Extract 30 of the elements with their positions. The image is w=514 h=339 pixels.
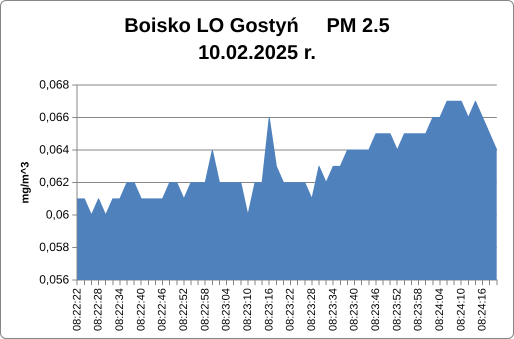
x-tick-label: 08:22:40 <box>135 288 148 332</box>
x-tick-label: 08:23:52 <box>391 288 404 332</box>
x-tick-label: 08:24:04 <box>434 288 446 332</box>
x-tick-label: 08:22:58 <box>199 288 212 332</box>
x-tick-label: 08:23:46 <box>370 288 382 332</box>
x-tick-label: 08:22:22 <box>71 288 84 332</box>
x-tick-label: 08:22:28 <box>92 288 105 332</box>
x-tick-label: 08:24:16 <box>476 288 489 332</box>
y-tick-label: 0,066 <box>39 110 70 124</box>
x-tick-label: 08:23:28 <box>306 288 318 332</box>
chart-subtitle: 10.02.2025 r. <box>198 42 316 64</box>
chart-title: Boisko LO Gostyń PM 2.5 <box>124 15 390 38</box>
y-tick-label: 0,062 <box>39 174 70 189</box>
y-tick-label: 0,056 <box>39 272 70 286</box>
y-tick-label: 0,068 <box>39 77 70 92</box>
y-axis-title: mg/m^3 <box>20 162 32 204</box>
x-tick-label: 08:23:10 <box>242 288 254 332</box>
x-tick-label: 08:23:34 <box>327 288 340 332</box>
y-tick-label: 0,06 <box>46 207 70 222</box>
x-tick-label: 08:22:46 <box>156 288 169 332</box>
x-tick-label: 08:22:34 <box>114 288 126 332</box>
x-tick-label: 08:23:58 <box>412 288 425 332</box>
x-tick-label: 08:22:52 <box>178 288 190 332</box>
y-tick-label: 0,058 <box>39 240 70 254</box>
x-tick-label: 08:24:10 <box>455 288 468 332</box>
y-tick-label: 0,064 <box>39 142 70 156</box>
x-tick-label: 08:23:40 <box>348 288 361 332</box>
x-tick-label: 08:23:16 <box>263 288 276 332</box>
x-tick-label: 08:23:22 <box>284 288 297 332</box>
x-tick-label: 08:23:04 <box>220 288 233 332</box>
